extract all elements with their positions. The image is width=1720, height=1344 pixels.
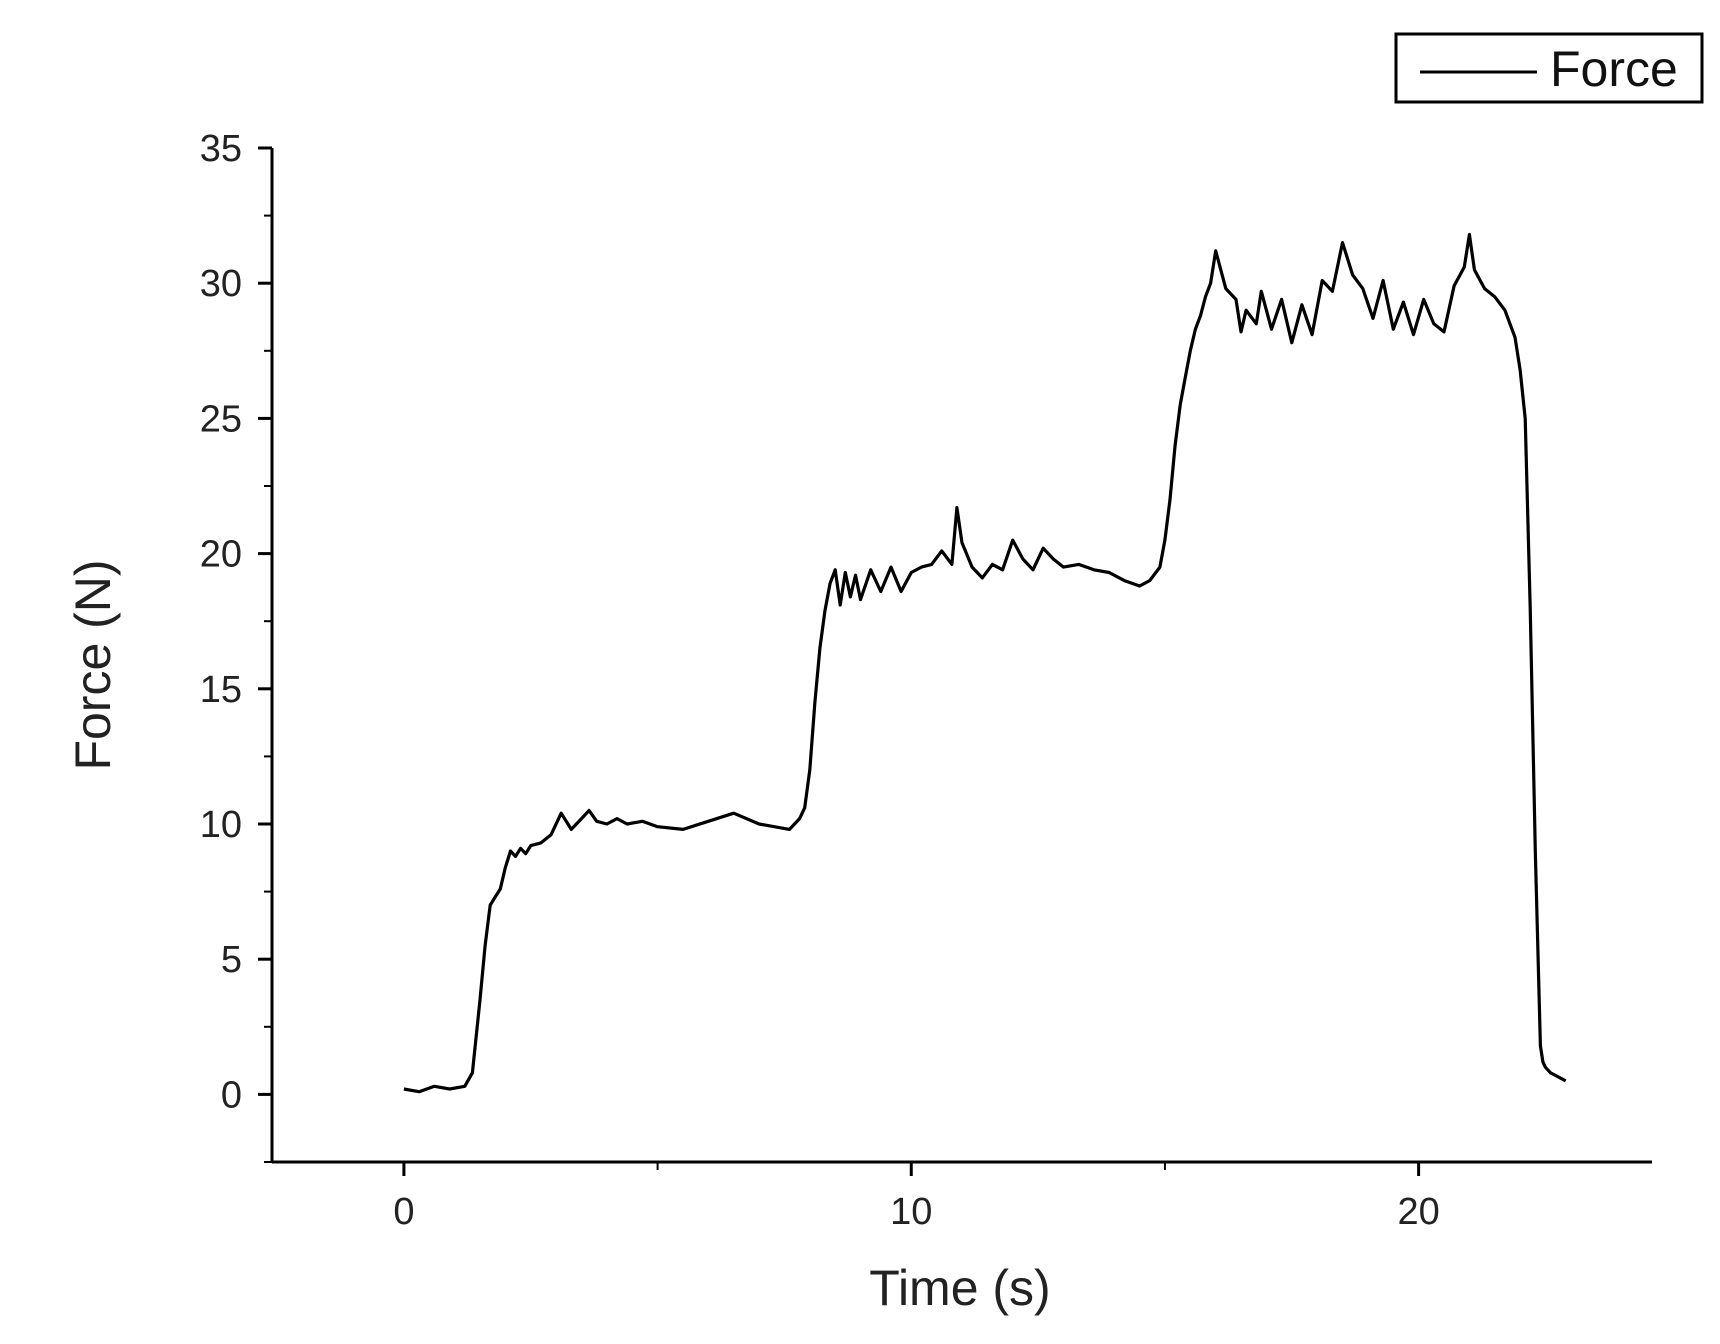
y-tick-label: 35 <box>200 128 242 170</box>
y-tick-label: 25 <box>200 398 242 440</box>
y-tick-label: 30 <box>200 263 242 305</box>
x-axis-ticks: 0 10 20 <box>393 1162 1440 1233</box>
legend: Force <box>1394 32 1704 104</box>
x-axis-label: Time (s) <box>869 1260 1050 1316</box>
y-axis-ticks: 0 5 10 15 20 25 30 35 <box>200 128 272 1163</box>
y-tick-label: 20 <box>200 534 242 576</box>
chart-axes <box>270 148 1652 1164</box>
x-tick-label: 20 <box>1397 1191 1439 1233</box>
y-tick-label: 15 <box>200 669 242 711</box>
plot-area <box>403 232 1567 1094</box>
y-tick-label: 5 <box>221 939 242 981</box>
y-axis-label: Force (N) <box>65 559 121 770</box>
legend-box <box>1394 32 1704 104</box>
x-tick-label: 0 <box>393 1191 414 1233</box>
series-line-force <box>403 232 1567 1094</box>
y-tick-label: 10 <box>200 804 242 846</box>
legend-label-force: Force <box>1550 41 1678 97</box>
y-tick-label: 0 <box>221 1074 242 1116</box>
x-tick-label: 10 <box>890 1191 932 1233</box>
